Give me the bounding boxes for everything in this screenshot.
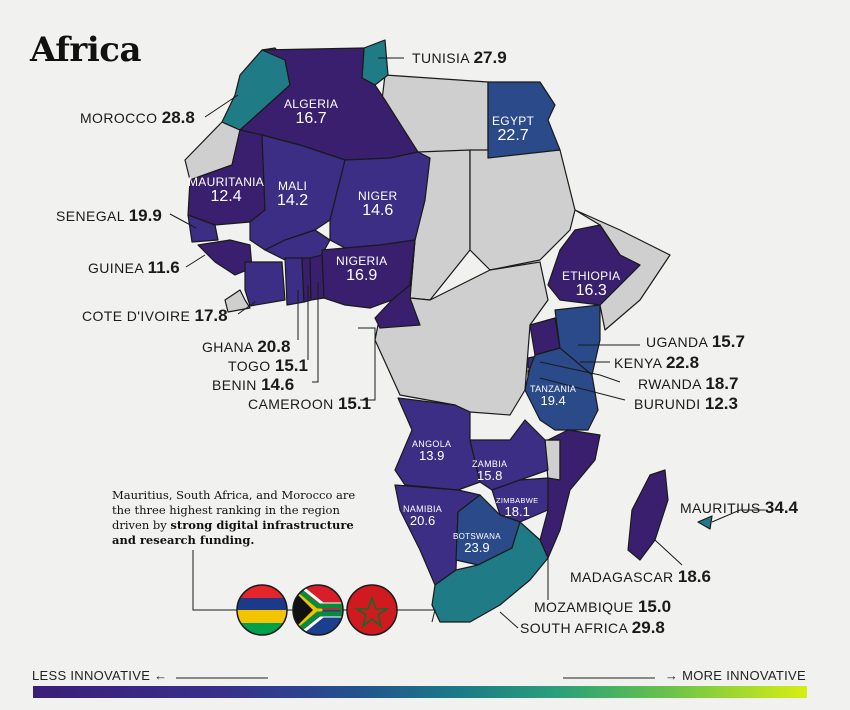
leader-guinea	[186, 255, 205, 267]
label-botswana: BOTSWANA 23.9	[453, 533, 501, 555]
legend-color-scale	[33, 686, 807, 698]
label-tanzania: TANZANIA 19.4	[530, 385, 576, 408]
label-zambia: ZAMBIA 15.8	[472, 460, 507, 483]
label-kenya: KENYA 22.8	[614, 353, 699, 373]
label-morocco: MOROCCO 28.8	[80, 108, 195, 128]
label-namibia: NAMIBIA 20.6	[403, 505, 442, 528]
label-niger: NIGER 14.6	[358, 190, 398, 219]
africa-map	[0, 0, 850, 710]
label-nigeria: NIGERIA 16.9	[336, 255, 387, 284]
label-mauritius: MAURITIUS 34.4	[680, 498, 798, 518]
country-cote-divoire[interactable]	[245, 262, 285, 306]
label-south-africa: SOUTH AFRICA 29.8	[520, 618, 665, 638]
label-burundi: BURUNDI 12.3	[634, 394, 738, 414]
label-angola: ANGOLA 13.9	[412, 440, 451, 463]
label-rwanda: RWANDA 18.7	[638, 374, 738, 394]
leader-cameroon	[358, 328, 375, 400]
label-cameroon: CAMEROON 15.1	[248, 394, 371, 414]
label-benin: BENIN 14.6	[212, 375, 294, 395]
label-togo: TOGO 15.1	[228, 356, 308, 376]
country-tunisia[interactable]	[362, 40, 388, 85]
mauritius-flag	[237, 585, 287, 635]
label-zimbabwe: ZIMBABWE 18.1	[496, 497, 538, 519]
annotation-note: Mauritius, South Africa, and Morocco are…	[112, 488, 372, 548]
label-ethiopia: ETHIOPIA 16.3	[562, 270, 620, 299]
label-egypt: EGYPT 22.7	[492, 115, 534, 144]
label-mauritania: MAURITANIA 12.4	[188, 176, 264, 205]
label-uganda: UGANDA 15.7	[646, 332, 745, 352]
leader-madagascar	[655, 540, 682, 565]
morocco-flag	[347, 585, 397, 635]
label-senegal: SENEGAL 19.9	[56, 206, 162, 226]
leader-south-africa	[500, 612, 518, 628]
label-madagascar: MADAGASCAR 18.6	[570, 567, 711, 587]
legend-less-innovative: LESS INNOVATIVE ←	[32, 668, 167, 683]
label-mozambique: MOZAMBIQUE 15.0	[534, 597, 671, 617]
label-cote-divoire: COTE D'IVOIRE 17.8	[82, 306, 228, 326]
label-ghana: GHANA 20.8	[202, 337, 290, 357]
legend-right-arrow-icon: →	[665, 668, 678, 683]
label-algeria: ALGERIA 16.7	[284, 98, 338, 127]
label-tunisia: TUNISIA 27.9	[412, 48, 507, 68]
legend-more-innovative: → MORE INNOVATIVE	[665, 668, 806, 683]
label-guinea: GUINEA 11.6	[88, 258, 180, 278]
south-africa-flag	[293, 580, 343, 640]
label-mali: MALI 14.2	[277, 180, 308, 209]
country-guinea[interactable]	[198, 240, 252, 275]
country-ghana[interactable]	[285, 258, 304, 305]
legend-left-arrow-icon: ←	[154, 668, 167, 683]
